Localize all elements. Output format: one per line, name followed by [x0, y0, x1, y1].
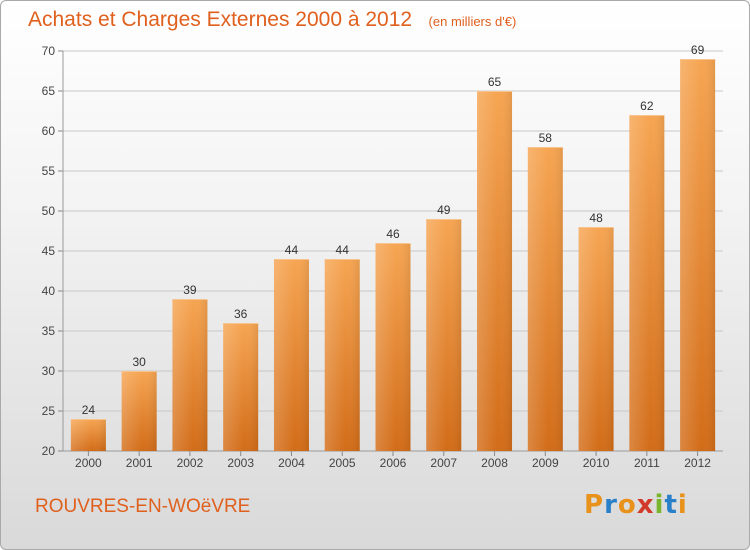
bar-shade [70, 419, 106, 451]
bar-shade [477, 91, 513, 451]
chart-subtitle: (en milliers d'€) [428, 14, 517, 29]
bar-shade [527, 147, 563, 451]
commune-name: ROUVRES-EN-WOëVRE [35, 496, 251, 517]
logo-letter: P [584, 490, 605, 520]
bar-shade [172, 299, 208, 451]
x-tick-label: 2010 [583, 456, 610, 470]
proxiti-logo: Proxiti [584, 490, 688, 520]
bar-value-label: 46 [386, 227, 400, 241]
y-tick-label: 20 [42, 444, 56, 458]
y-tick-label: 55 [42, 164, 56, 178]
bar-value-label: 48 [589, 211, 603, 225]
x-tick-label: 2008 [481, 456, 508, 470]
x-tick-label: 2006 [380, 456, 407, 470]
y-tick-label: 40 [42, 284, 56, 298]
bar-value-label: 69 [691, 43, 705, 57]
bar-value-label: 49 [437, 203, 451, 217]
y-tick-label: 35 [42, 324, 56, 338]
bar-value-label: 65 [488, 75, 502, 89]
bar-value-label: 36 [234, 307, 248, 321]
bar-shade [578, 227, 614, 451]
x-tick-label: 2005 [329, 456, 356, 470]
x-tick-label: 2001 [126, 456, 153, 470]
bar-value-label: 44 [336, 243, 350, 257]
x-tick-label: 2011 [634, 456, 660, 470]
y-tick-label: 50 [42, 204, 56, 218]
bar-value-label: 30 [132, 355, 146, 369]
bar-value-label: 39 [183, 283, 197, 297]
axis-layer: 20 25 30 35 40 45 50 55 60 65 70 2000 2001 2002 2003 20… [42, 44, 723, 470]
bar-value-label: 58 [539, 131, 553, 145]
bar-shade [629, 115, 665, 451]
y-tick-label: 70 [42, 44, 56, 58]
x-tick-label: 2007 [430, 456, 457, 470]
bar-shade [680, 59, 716, 451]
logo-letter: o [617, 490, 637, 520]
y-tick-label: 45 [42, 244, 56, 258]
logo-letter: i [677, 490, 688, 520]
bar-value-label: 62 [640, 99, 654, 113]
bar-shade [273, 259, 309, 451]
logo-letter: r [604, 490, 618, 520]
y-tick-label: 60 [42, 124, 56, 138]
bar-value-label: 44 [285, 243, 299, 257]
logo-letter: x [636, 490, 655, 520]
x-tick-label: 2000 [75, 456, 102, 470]
y-tick-label: 30 [42, 364, 56, 378]
bar-shade [324, 259, 360, 451]
chart-title-row: Achats et Charges Externes 2000 à 2012 (… [28, 8, 516, 32]
y-tick-label: 65 [42, 84, 56, 98]
y-tick-label: 25 [42, 404, 56, 418]
chart-title: Achats et Charges Externes 2000 à 2012 [28, 8, 413, 31]
x-tick-label: 2009 [532, 456, 559, 470]
bar-layer [70, 59, 716, 451]
x-tick-label: 2004 [278, 456, 305, 470]
bar-shade [426, 219, 462, 451]
x-tick-label: 2002 [177, 456, 204, 470]
bar-shade [375, 243, 411, 451]
bar-shade [223, 323, 259, 451]
bar-shade [121, 371, 157, 451]
label-layer: 24 30 39 36 44 44 46 49 65 58 48 62 69 [82, 43, 705, 417]
logo-letter: t [664, 490, 678, 520]
bar-value-label: 24 [82, 403, 96, 417]
logo-letter: i [654, 490, 665, 520]
x-tick-label: 2003 [227, 456, 254, 470]
x-tick-label: 2012 [684, 456, 711, 470]
